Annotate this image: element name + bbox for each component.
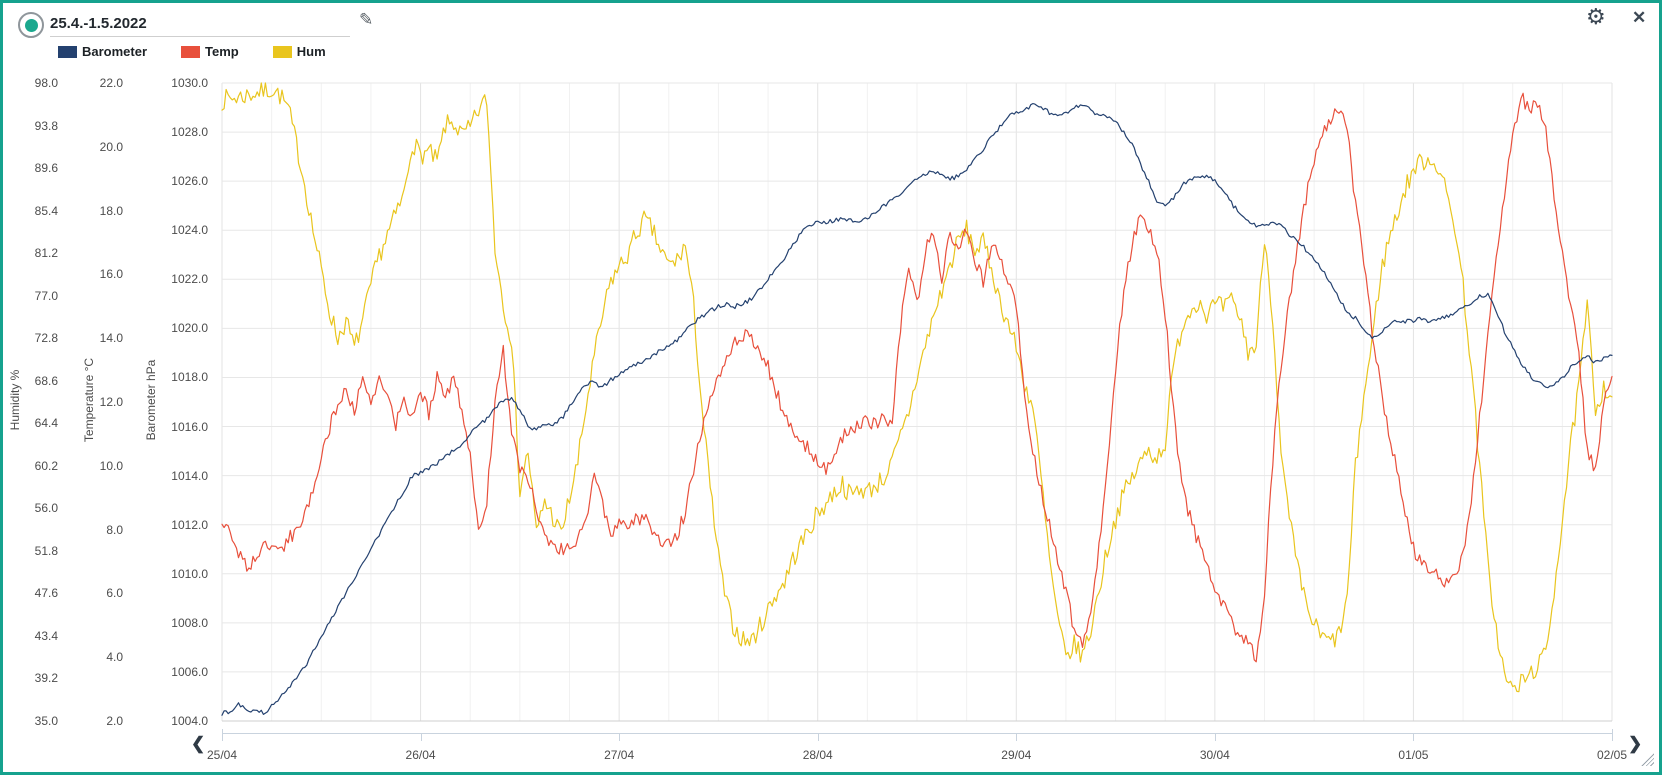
- series-line-temp[interactable]: [221, 92, 1613, 663]
- close-icon[interactable]: ✕: [1632, 8, 1647, 27]
- y-tick-humidity: 51.8: [34, 543, 58, 558]
- legend-item-barometer[interactable]: Barometer: [58, 44, 147, 59]
- y-tick-barometer: 1006.0: [171, 664, 208, 679]
- legend-label: Temp: [205, 44, 239, 59]
- legend-item-temp[interactable]: Temp: [181, 44, 239, 59]
- y-tick-humidity: 85.4: [34, 203, 58, 218]
- scrollbar-line: [222, 733, 1612, 734]
- title-input[interactable]: [50, 10, 350, 37]
- y-tick-temperature: 16.0: [99, 267, 123, 282]
- scrollbar-line: [1016, 733, 1018, 741]
- scrollbar-line: [619, 733, 621, 741]
- y-tick-humidity: 68.6: [34, 373, 58, 388]
- scrollbar-line: [1612, 729, 1613, 741]
- y-tick-humidity: 43.4: [34, 628, 58, 643]
- y-tick-temperature: 10.0: [99, 458, 123, 473]
- x-tick-label: 29/04: [1001, 748, 1032, 762]
- legend: Barometer Temp Hum: [58, 44, 326, 59]
- y-tick-temperature: 4.0: [106, 650, 123, 665]
- y-tick-temperature: 22.0: [99, 76, 123, 90]
- y-tick-temperature: 14.0: [99, 331, 123, 346]
- y-tick-barometer: 1008.0: [171, 615, 208, 630]
- x-tick-label: 25/04: [206, 748, 238, 762]
- edit-pencil-icon[interactable]: ✎: [359, 10, 374, 29]
- y-tick-barometer: 1030.0: [171, 76, 208, 90]
- legend-item-hum[interactable]: Hum: [272, 44, 326, 59]
- y-tick-barometer: 1020.0: [171, 321, 208, 336]
- y-tick-humidity: 60.2: [34, 458, 58, 473]
- x-tick-label: 02/05: [1596, 748, 1628, 762]
- y-tick-humidity: 98.0: [34, 76, 58, 90]
- scrollbar-line: [1413, 733, 1415, 741]
- y-tick-barometer: 1024.0: [171, 223, 208, 238]
- x-tick-label: 30/04: [1199, 748, 1230, 762]
- x-tick-label: 27/04: [604, 748, 635, 762]
- scroll-right-chevron-icon[interactable]: ❯: [1628, 734, 1643, 753]
- y-tick-humidity: 72.8: [34, 331, 58, 346]
- y-tick-humidity: 89.6: [34, 161, 58, 176]
- y-tick-humidity: 56.0: [34, 501, 58, 516]
- y-tick-humidity: 81.2: [34, 246, 58, 261]
- y-tick-barometer: 1010.0: [171, 566, 208, 581]
- legend-swatch-icon: [272, 45, 292, 58]
- scroll-left-chevron-icon[interactable]: ❮: [191, 734, 206, 753]
- y-tick-humidity: 39.2: [34, 671, 58, 686]
- scrollbar-line: [817, 733, 819, 741]
- y-tick-temperature: 18.0: [99, 203, 123, 218]
- x-tick-label: 01/05: [1398, 748, 1429, 762]
- legend-swatch-icon: [181, 45, 201, 58]
- scrollbar-line: [222, 729, 223, 741]
- legend-label: Hum: [296, 44, 326, 59]
- legend-swatch-icon: [58, 45, 77, 58]
- series-line-barometer[interactable]: [221, 102, 1613, 716]
- y-tick-humidity: 64.4: [34, 416, 58, 431]
- y-tick-temperature: 12.0: [99, 395, 123, 409]
- y-tick-barometer: 1028.0: [171, 125, 208, 140]
- scrollbar-line: [420, 733, 422, 741]
- y-tick-barometer: 1018.0: [171, 370, 208, 385]
- y-tick-humidity: 77.0: [34, 288, 58, 303]
- y-tick-temperature: 8.0: [106, 522, 123, 537]
- scrollbar-line: [1214, 733, 1216, 741]
- record-dot-icon: [24, 18, 38, 32]
- y-tick-barometer: 1022.0: [171, 272, 208, 287]
- y-tick-barometer: 1026.0: [171, 174, 208, 189]
- y-tick-barometer: 1014.0: [171, 468, 208, 483]
- y-tick-barometer: 1004.0: [171, 714, 208, 728]
- y-tick-temperature: 6.0: [106, 586, 123, 601]
- record-indicator-icon[interactable]: [18, 12, 44, 38]
- y-tick-temperature: 2.0: [106, 714, 123, 728]
- y-tick-humidity: 35.0: [34, 714, 58, 728]
- y-tick-barometer: 1016.0: [171, 419, 208, 434]
- y-tick-humidity: 47.6: [34, 586, 58, 601]
- series-line-hum[interactable]: [221, 82, 1613, 693]
- y-tick-temperature: 20.0: [99, 139, 123, 154]
- gear-icon[interactable]: ⚙: [1586, 4, 1606, 29]
- y-tick-barometer: 1012.0: [171, 517, 208, 532]
- x-tick-label: 28/04: [802, 748, 833, 762]
- x-tick-label: 26/04: [405, 748, 436, 762]
- y-tick-humidity: 93.8: [34, 118, 58, 133]
- legend-label: Barometer: [82, 44, 148, 59]
